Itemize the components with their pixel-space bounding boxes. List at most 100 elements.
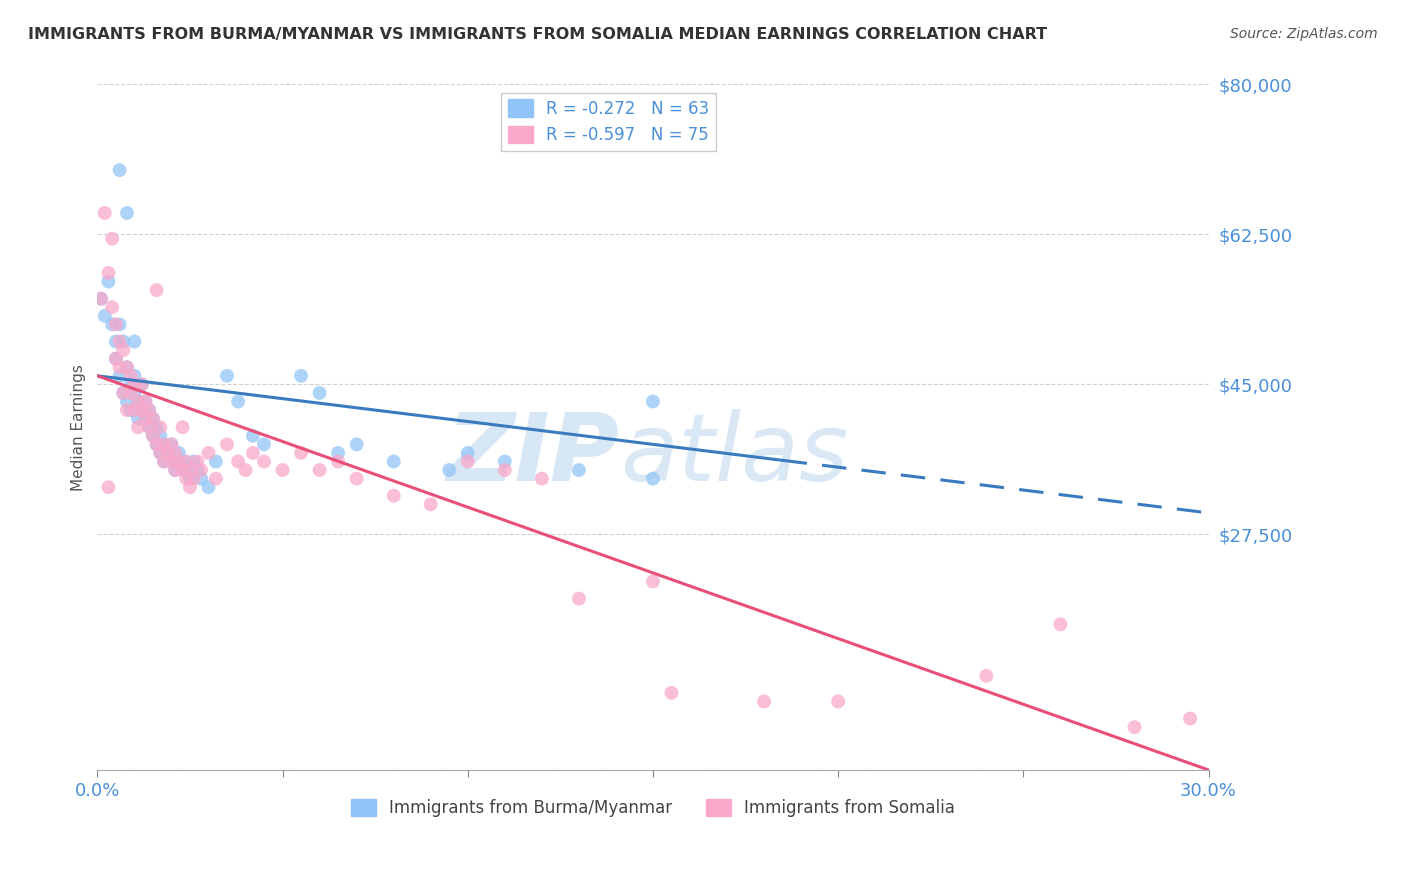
Point [174,463,197,477]
Point [153,454,176,468]
Point [124,403,146,417]
Point [120,386,142,401]
Point [142,411,165,425]
Point [142,411,165,425]
Point [149,420,172,434]
Point [138,403,160,417]
Point [160,454,183,468]
Text: Source: ZipAtlas.com: Source: ZipAtlas.com [1230,27,1378,41]
Point [127,420,149,434]
Point [115,394,138,409]
Point [1178,712,1201,726]
Point [127,394,149,409]
Point [160,437,183,451]
Point [120,403,142,417]
Point [156,446,179,460]
Point [134,394,156,409]
Text: atlas: atlas [620,409,848,500]
Point [94,309,117,323]
Point [346,472,368,486]
Point [165,446,187,460]
Point [153,437,176,451]
Point [568,591,591,606]
Point [167,446,190,460]
Point [167,454,190,468]
Point [97,275,120,289]
Point [215,368,238,383]
Point [179,480,201,494]
Point [419,497,441,511]
Point [197,480,219,494]
Y-axis label: Median Earnings: Median Earnings [72,364,86,491]
Point [149,446,172,460]
Point [235,463,257,477]
Point [108,318,131,332]
Point [104,351,127,366]
Point [156,446,179,460]
Point [108,368,131,383]
Point [138,420,160,434]
Point [308,386,330,401]
Point [172,420,194,434]
Point [153,454,176,468]
Point [641,394,664,409]
Point [253,437,276,451]
Point [108,163,131,178]
Point [439,463,461,477]
Point [494,454,516,468]
Point [1049,617,1071,632]
Point [308,463,330,477]
Point [457,446,479,460]
Point [226,454,249,468]
Point [530,472,553,486]
Point [124,377,146,392]
Point [115,360,138,375]
Point [120,377,142,392]
Point [90,292,112,306]
Point [104,351,127,366]
Point [160,454,183,468]
Point [226,394,249,409]
Point [186,463,208,477]
Point [120,368,142,383]
Point [215,437,238,451]
Point [138,403,160,417]
Point [101,300,124,314]
Point [641,574,664,589]
Point [145,420,167,434]
Point [1123,720,1146,734]
Point [101,232,124,246]
Point [382,454,405,468]
Point [290,368,312,383]
Point [112,343,135,357]
Point [127,394,149,409]
Point [205,454,228,468]
Point [112,334,135,349]
Point [94,206,117,220]
Point [661,686,683,700]
Point [138,420,160,434]
Point [112,386,135,401]
Point [165,463,187,477]
Point [172,463,194,477]
Point [142,429,165,443]
Point [253,454,276,468]
Point [90,292,112,306]
Point [186,454,208,468]
Point [115,360,138,375]
Point [97,266,120,280]
Point [326,446,349,460]
Point [976,669,998,683]
Point [97,480,120,494]
Point [190,463,212,477]
Point [127,411,149,425]
Point [242,429,264,443]
Legend: Immigrants from Burma/Myanmar, Immigrants from Somalia: Immigrants from Burma/Myanmar, Immigrant… [344,792,962,823]
Point [145,283,167,297]
Point [290,446,312,460]
Point [142,429,165,443]
Point [149,429,172,443]
Point [134,411,156,425]
Point [115,403,138,417]
Point [827,694,849,708]
